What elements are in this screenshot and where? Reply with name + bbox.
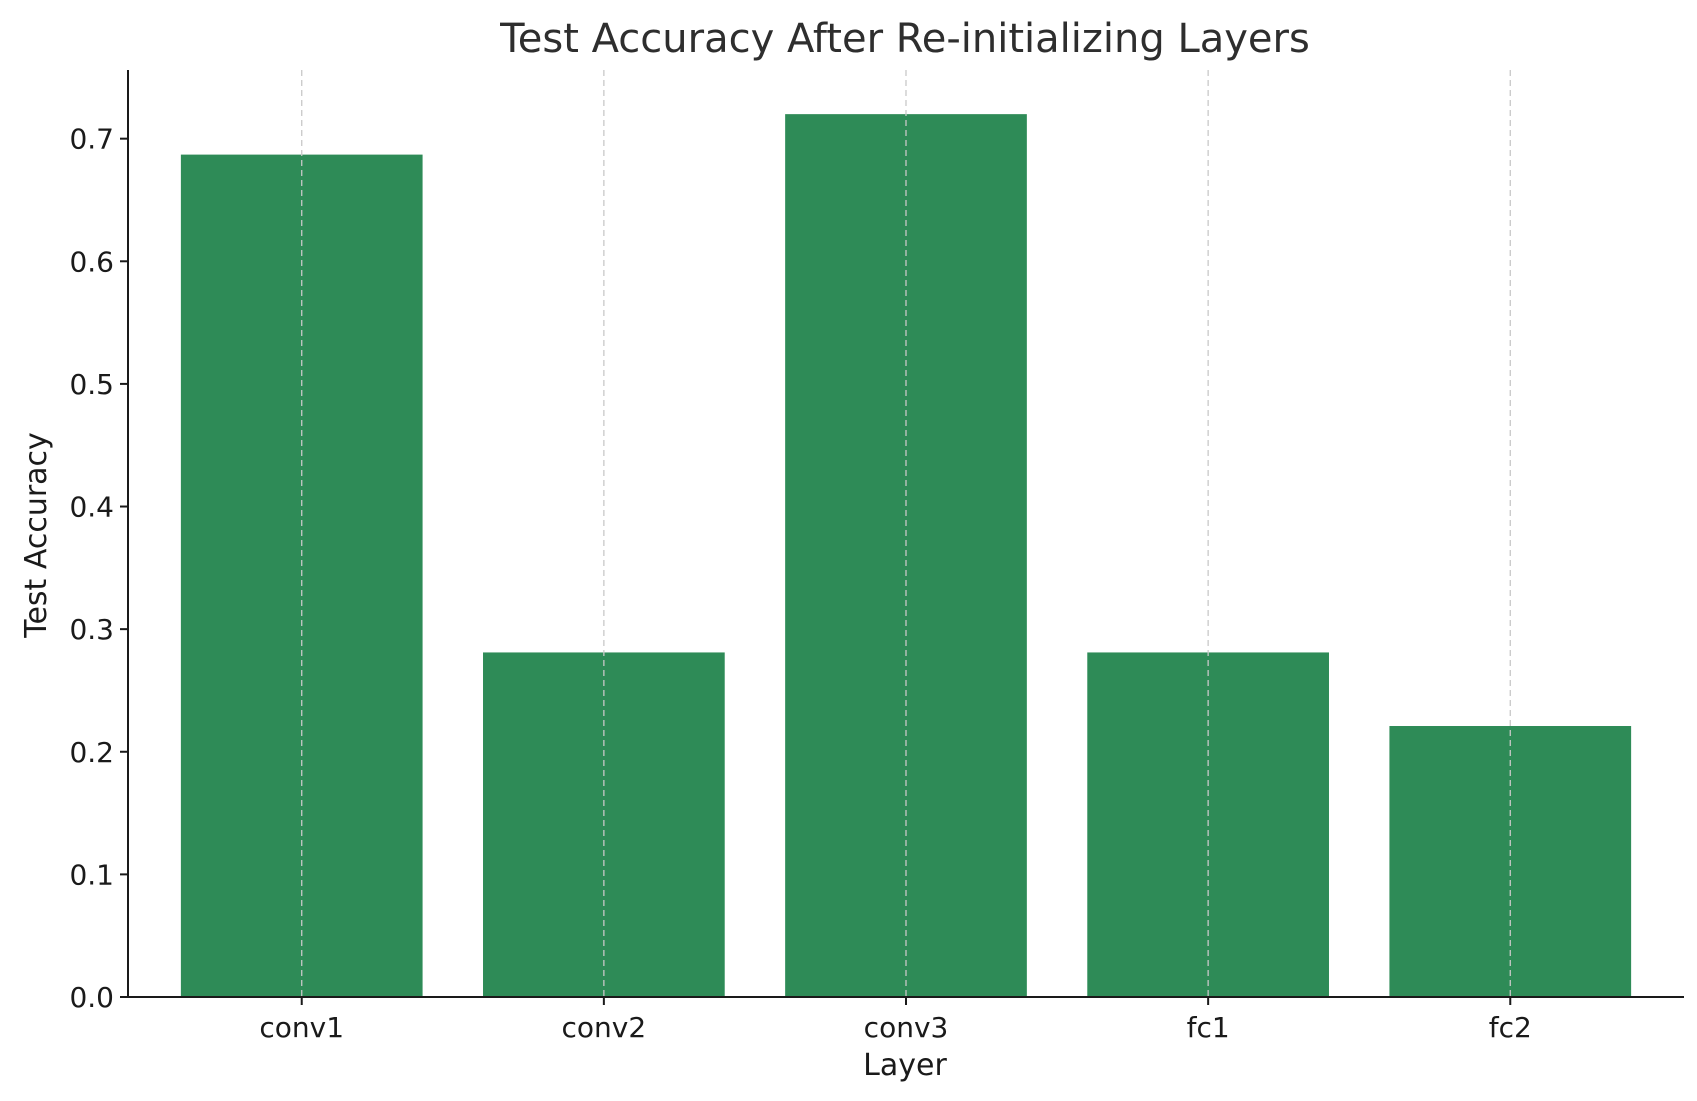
y-tick-label: 0.7 <box>69 123 114 156</box>
y-tick-label: 0.4 <box>69 491 114 524</box>
y-axis: 0.0 0.1 0.2 0.3 0.4 0.5 0.6 0.7 <box>69 70 129 1014</box>
y-tick-label: 0.0 <box>69 981 114 1014</box>
x-axis: conv1 conv2 conv3 fc1 fc2 <box>128 996 1684 1044</box>
x-tick-label-conv2: conv2 <box>562 1011 647 1044</box>
x-tick-label-conv3: conv3 <box>864 1011 949 1044</box>
x-tick-label-fc2: fc2 <box>1489 1011 1532 1044</box>
x-axis-label: Layer <box>863 1048 947 1083</box>
chart-title: Test Accuracy After Re-initializing Laye… <box>499 16 1310 62</box>
y-axis-label: Test Accuracy <box>19 432 54 639</box>
grid-overlay <box>301 70 1511 997</box>
y-tick-label: 0.5 <box>69 368 114 401</box>
y-tick-label: 0.6 <box>69 245 114 278</box>
x-tick-label-conv1: conv1 <box>259 1011 344 1044</box>
y-tick-label: 0.3 <box>69 613 114 646</box>
y-tick-label: 0.2 <box>69 736 114 769</box>
x-tick-label-fc1: fc1 <box>1187 1011 1230 1044</box>
y-tick-label: 0.1 <box>69 858 114 891</box>
